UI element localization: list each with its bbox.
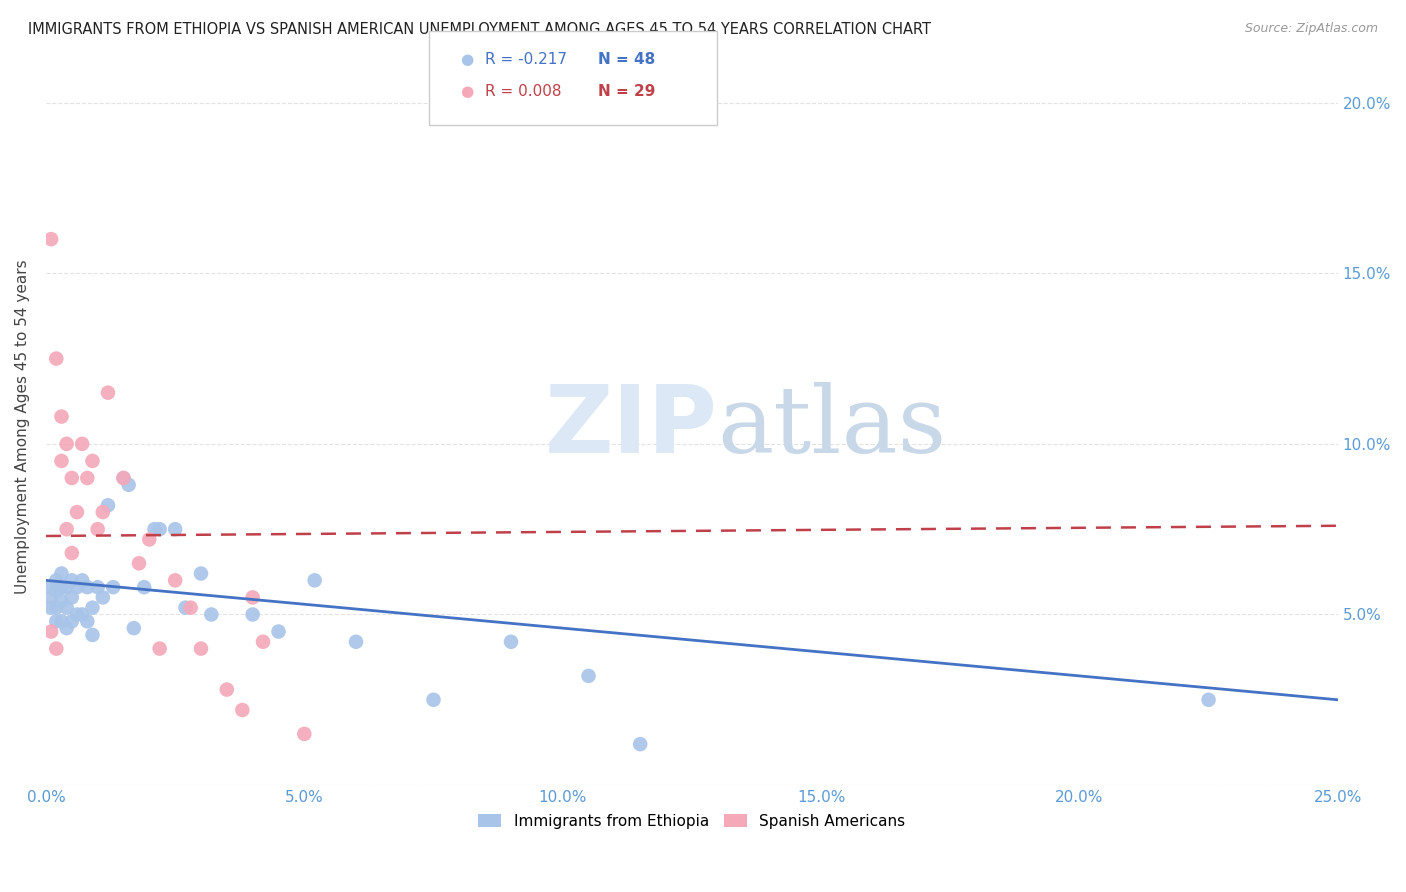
Point xyxy=(45,600,67,615)
Point xyxy=(60,615,83,629)
Point xyxy=(60,471,83,485)
Point xyxy=(292,727,315,741)
Point xyxy=(76,580,98,594)
Point xyxy=(143,522,166,536)
Point xyxy=(422,693,444,707)
Point xyxy=(174,600,197,615)
Point xyxy=(60,574,83,588)
Point xyxy=(51,454,73,468)
Text: ZIP: ZIP xyxy=(546,381,717,473)
Point xyxy=(200,607,222,622)
Point xyxy=(82,628,104,642)
Point xyxy=(190,566,212,581)
Y-axis label: Unemployment Among Ages 45 to 54 years: Unemployment Among Ages 45 to 54 years xyxy=(15,260,30,594)
Point xyxy=(66,607,89,622)
Point xyxy=(39,232,62,246)
Point xyxy=(39,624,62,639)
Text: ●: ● xyxy=(460,53,472,67)
Point xyxy=(60,591,83,605)
Point xyxy=(215,682,238,697)
Text: Source: ZipAtlas.com: Source: ZipAtlas.com xyxy=(1244,22,1378,36)
Point xyxy=(122,621,145,635)
Text: N = 29: N = 29 xyxy=(598,85,655,99)
Point xyxy=(55,621,77,635)
Point xyxy=(128,556,150,570)
Point xyxy=(45,615,67,629)
Point xyxy=(578,669,600,683)
Point xyxy=(242,607,264,622)
Point xyxy=(628,737,651,751)
Point xyxy=(66,505,89,519)
Point xyxy=(55,600,77,615)
Point xyxy=(149,641,172,656)
Point xyxy=(70,574,93,588)
Point xyxy=(117,478,139,492)
Point xyxy=(82,600,104,615)
Point xyxy=(55,580,77,594)
Text: ●: ● xyxy=(460,85,472,99)
Point xyxy=(76,615,98,629)
Point xyxy=(45,574,67,588)
Point xyxy=(51,615,73,629)
Point xyxy=(112,471,135,485)
Point xyxy=(304,574,326,588)
Point xyxy=(39,580,62,594)
Point xyxy=(45,583,67,598)
Point xyxy=(180,600,202,615)
Point xyxy=(70,607,93,622)
Point xyxy=(91,591,114,605)
Point xyxy=(70,437,93,451)
Point xyxy=(51,409,73,424)
Point xyxy=(51,594,73,608)
Point xyxy=(267,624,290,639)
Point xyxy=(51,566,73,581)
Point xyxy=(45,641,67,656)
Text: atlas: atlas xyxy=(717,382,948,472)
Point xyxy=(499,634,522,648)
Point xyxy=(1198,693,1220,707)
Point xyxy=(39,600,62,615)
Point xyxy=(190,641,212,656)
Point xyxy=(134,580,156,594)
Point xyxy=(242,591,264,605)
Point xyxy=(97,498,120,512)
Point xyxy=(165,522,187,536)
Point xyxy=(45,351,67,366)
Text: R = -0.217: R = -0.217 xyxy=(485,53,567,67)
Text: IMMIGRANTS FROM ETHIOPIA VS SPANISH AMERICAN UNEMPLOYMENT AMONG AGES 45 TO 54 YE: IMMIGRANTS FROM ETHIOPIA VS SPANISH AMER… xyxy=(28,22,931,37)
Point xyxy=(86,522,108,536)
Point xyxy=(112,471,135,485)
Point xyxy=(51,580,73,594)
Text: R = 0.008: R = 0.008 xyxy=(485,85,561,99)
Point xyxy=(76,471,98,485)
Legend: Immigrants from Ethiopia, Spanish Americans: Immigrants from Ethiopia, Spanish Americ… xyxy=(472,807,911,835)
Point xyxy=(60,546,83,560)
Point xyxy=(91,505,114,519)
Point xyxy=(86,580,108,594)
Point xyxy=(55,437,77,451)
Point xyxy=(97,385,120,400)
Text: N = 48: N = 48 xyxy=(598,53,655,67)
Point xyxy=(55,522,77,536)
Point xyxy=(82,454,104,468)
Point xyxy=(344,634,367,648)
Point xyxy=(231,703,253,717)
Point xyxy=(149,522,172,536)
Point xyxy=(39,591,62,605)
Point xyxy=(101,580,124,594)
Point xyxy=(165,574,187,588)
Point xyxy=(66,580,89,594)
Point xyxy=(252,634,274,648)
Point xyxy=(138,533,160,547)
